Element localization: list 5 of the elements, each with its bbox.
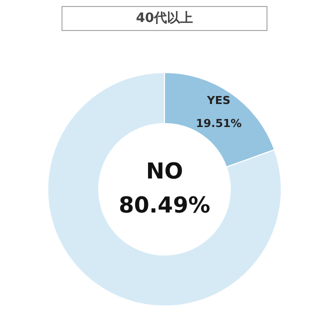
slice-label: NO xyxy=(146,160,184,185)
data-label: 19.51% xyxy=(196,117,242,130)
chart-title: 40代以上 xyxy=(136,11,194,26)
data-label: 80.49% xyxy=(118,194,210,219)
slice-label: YES xyxy=(206,94,231,108)
